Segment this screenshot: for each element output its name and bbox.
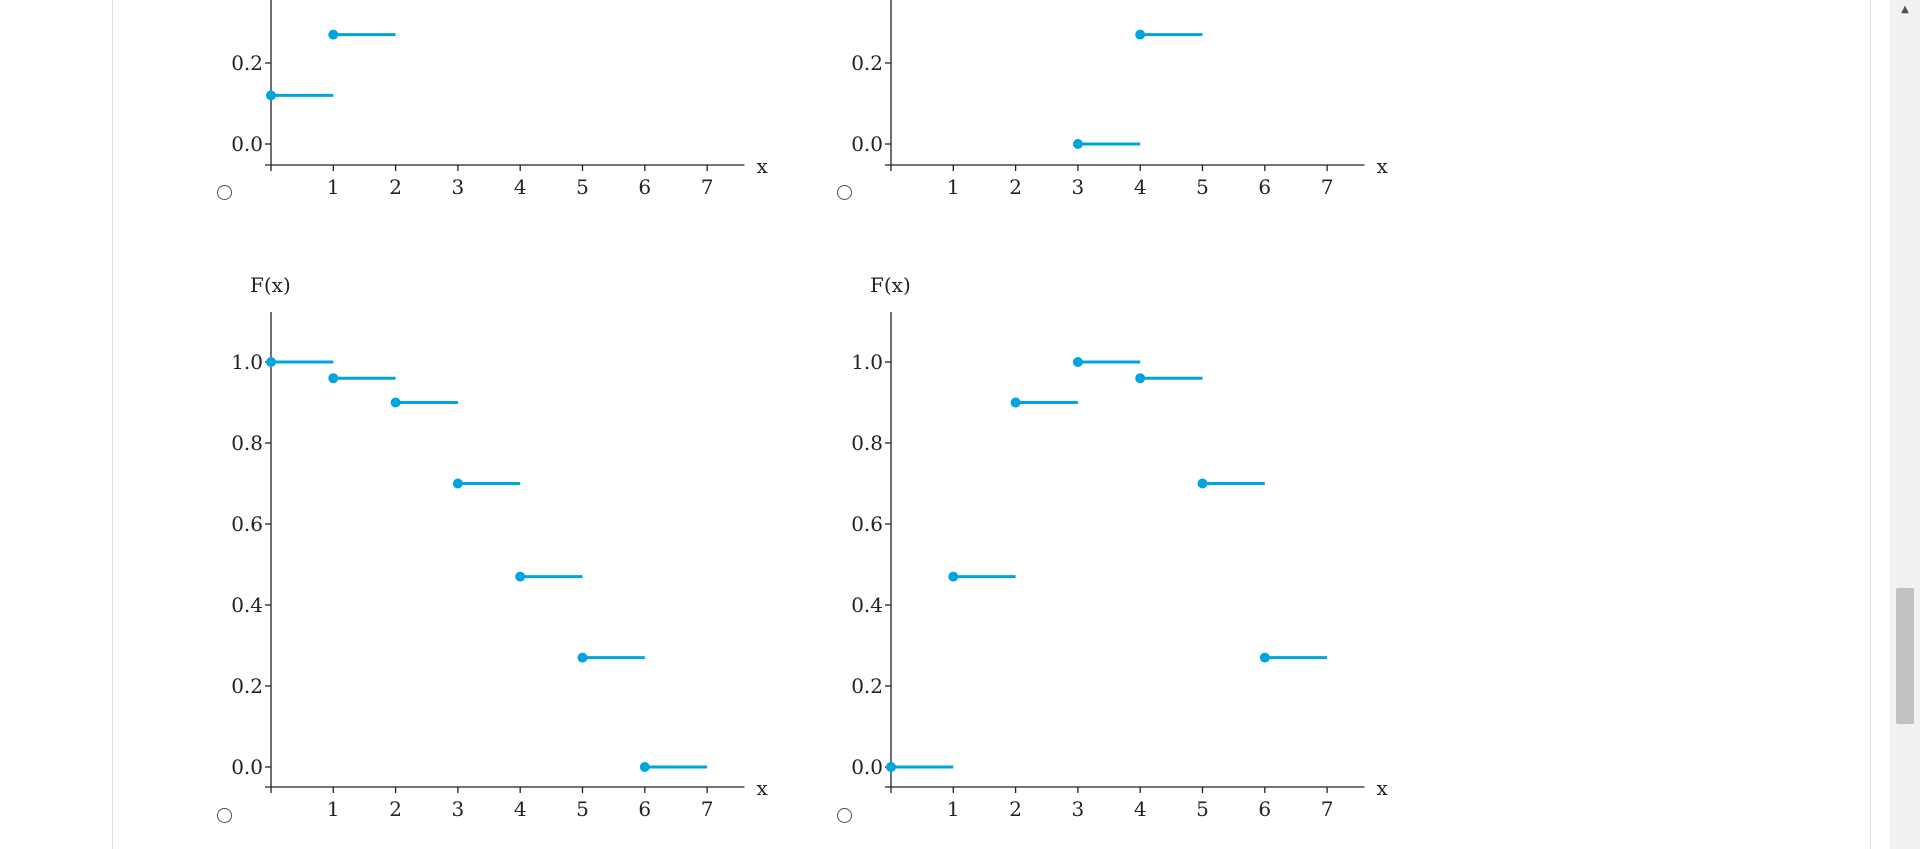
x-tick-label: 2: [389, 797, 402, 821]
step-point: [1010, 397, 1021, 408]
y-tick-label: 0.4: [231, 593, 263, 617]
x-tick-label: 5: [1196, 175, 1209, 199]
y-tick-label: 1.0: [851, 350, 883, 374]
x-tick-label: 7: [701, 175, 714, 199]
y-tick-label: 0.0: [851, 132, 883, 156]
x-tick-label: 5: [1196, 797, 1209, 821]
y-tick-label: 0.8: [851, 431, 883, 455]
y-tick-label: 0.8: [231, 431, 263, 455]
answer-radio-c[interactable]: [217, 808, 232, 823]
scroll-up-arrow-icon[interactable]: ▲: [1901, 3, 1909, 15]
x-tick-label: 4: [514, 797, 527, 821]
y-axis-label: F(x): [250, 273, 291, 297]
step-point: [328, 373, 339, 384]
x-tick-label: 7: [701, 797, 714, 821]
step-point: [390, 397, 401, 408]
y-tick-label: 0.0: [231, 755, 263, 779]
y-tick-label: 0.0: [231, 132, 263, 156]
x-tick-label: 1: [327, 175, 340, 199]
step-point: [266, 357, 276, 367]
x-tick-label: 4: [1134, 175, 1147, 199]
y-tick-label: 0.6: [231, 512, 263, 536]
answer-radio-b[interactable]: [837, 185, 852, 200]
cdf-plot-option-d: 1 2 3 4 5 6 7 0.0 0.2 0.4 0.6 0.8 1.0 x F(x): [851, 273, 1388, 821]
x-tick-label: 2: [1009, 175, 1022, 199]
step-point: [328, 29, 339, 40]
step-point: [452, 478, 463, 489]
x-tick-label: 1: [947, 797, 960, 821]
x-tick-label: 7: [1321, 175, 1334, 199]
x-tick-label: 6: [638, 175, 651, 199]
y-tick-label: 0.2: [851, 674, 883, 698]
page-right-border: [1870, 0, 1871, 849]
step-point: [577, 652, 588, 663]
x-tick-label: 1: [947, 175, 960, 199]
step-point: [1197, 478, 1208, 489]
scrollbar-thumb[interactable]: [1896, 588, 1914, 724]
x-tick-label: 6: [638, 797, 651, 821]
y-tick-label: 0.2: [851, 51, 883, 75]
answer-radio-d[interactable]: [837, 808, 852, 823]
step-point: [1135, 29, 1146, 40]
x-tick-label: 3: [1072, 797, 1085, 821]
x-tick-label: 4: [514, 175, 527, 199]
x-tick-label: 3: [1072, 175, 1085, 199]
y-axis-label: F(x): [870, 273, 911, 297]
answer-radio-a[interactable]: [217, 185, 232, 200]
step-point: [948, 571, 959, 582]
y-tick-label: 0.2: [231, 51, 263, 75]
x-tick-label: 3: [452, 175, 465, 199]
step-point: [1072, 357, 1083, 367]
x-tick-label: 1: [327, 797, 340, 821]
x-tick-label: 5: [576, 175, 589, 199]
x-axis-label: x: [756, 776, 768, 800]
step-point: [639, 762, 650, 772]
x-tick-label: 2: [389, 175, 402, 199]
y-tick-label: 0.4: [851, 593, 883, 617]
step-point: [515, 571, 526, 582]
x-axis-label: x: [1376, 154, 1388, 178]
y-tick-label: 0.0: [851, 755, 883, 779]
y-tick-label: 0.2: [231, 674, 263, 698]
cdf-plot-option-a: 1 2 3 4 5 6 7 0.0 0.2 x: [231, 0, 768, 199]
cdf-plot-option-b: 1 2 3 4 5 6 7 0.0 0.2 x: [851, 0, 1388, 199]
x-tick-label: 7: [1321, 797, 1334, 821]
page-left-border: [112, 0, 113, 849]
step-point: [1135, 373, 1146, 384]
x-axis-label: x: [1376, 776, 1388, 800]
x-tick-label: 3: [452, 797, 465, 821]
x-tick-label: 4: [1134, 797, 1147, 821]
step-point: [266, 90, 276, 101]
step-point: [886, 762, 896, 772]
x-tick-label: 6: [1258, 175, 1271, 199]
x-tick-label: 2: [1009, 797, 1022, 821]
cdf-plot-option-c: 1 2 3 4 5 6 7 0.0 0.2 0.4 0.6 0.8 1.0 x F(x): [231, 273, 768, 821]
x-tick-label: 5: [576, 797, 589, 821]
x-tick-label: 6: [1258, 797, 1271, 821]
x-axis-label: x: [756, 154, 768, 178]
y-tick-label: 0.6: [851, 512, 883, 536]
step-point: [1072, 139, 1083, 149]
step-point: [1259, 652, 1270, 663]
y-tick-label: 1.0: [231, 350, 263, 374]
